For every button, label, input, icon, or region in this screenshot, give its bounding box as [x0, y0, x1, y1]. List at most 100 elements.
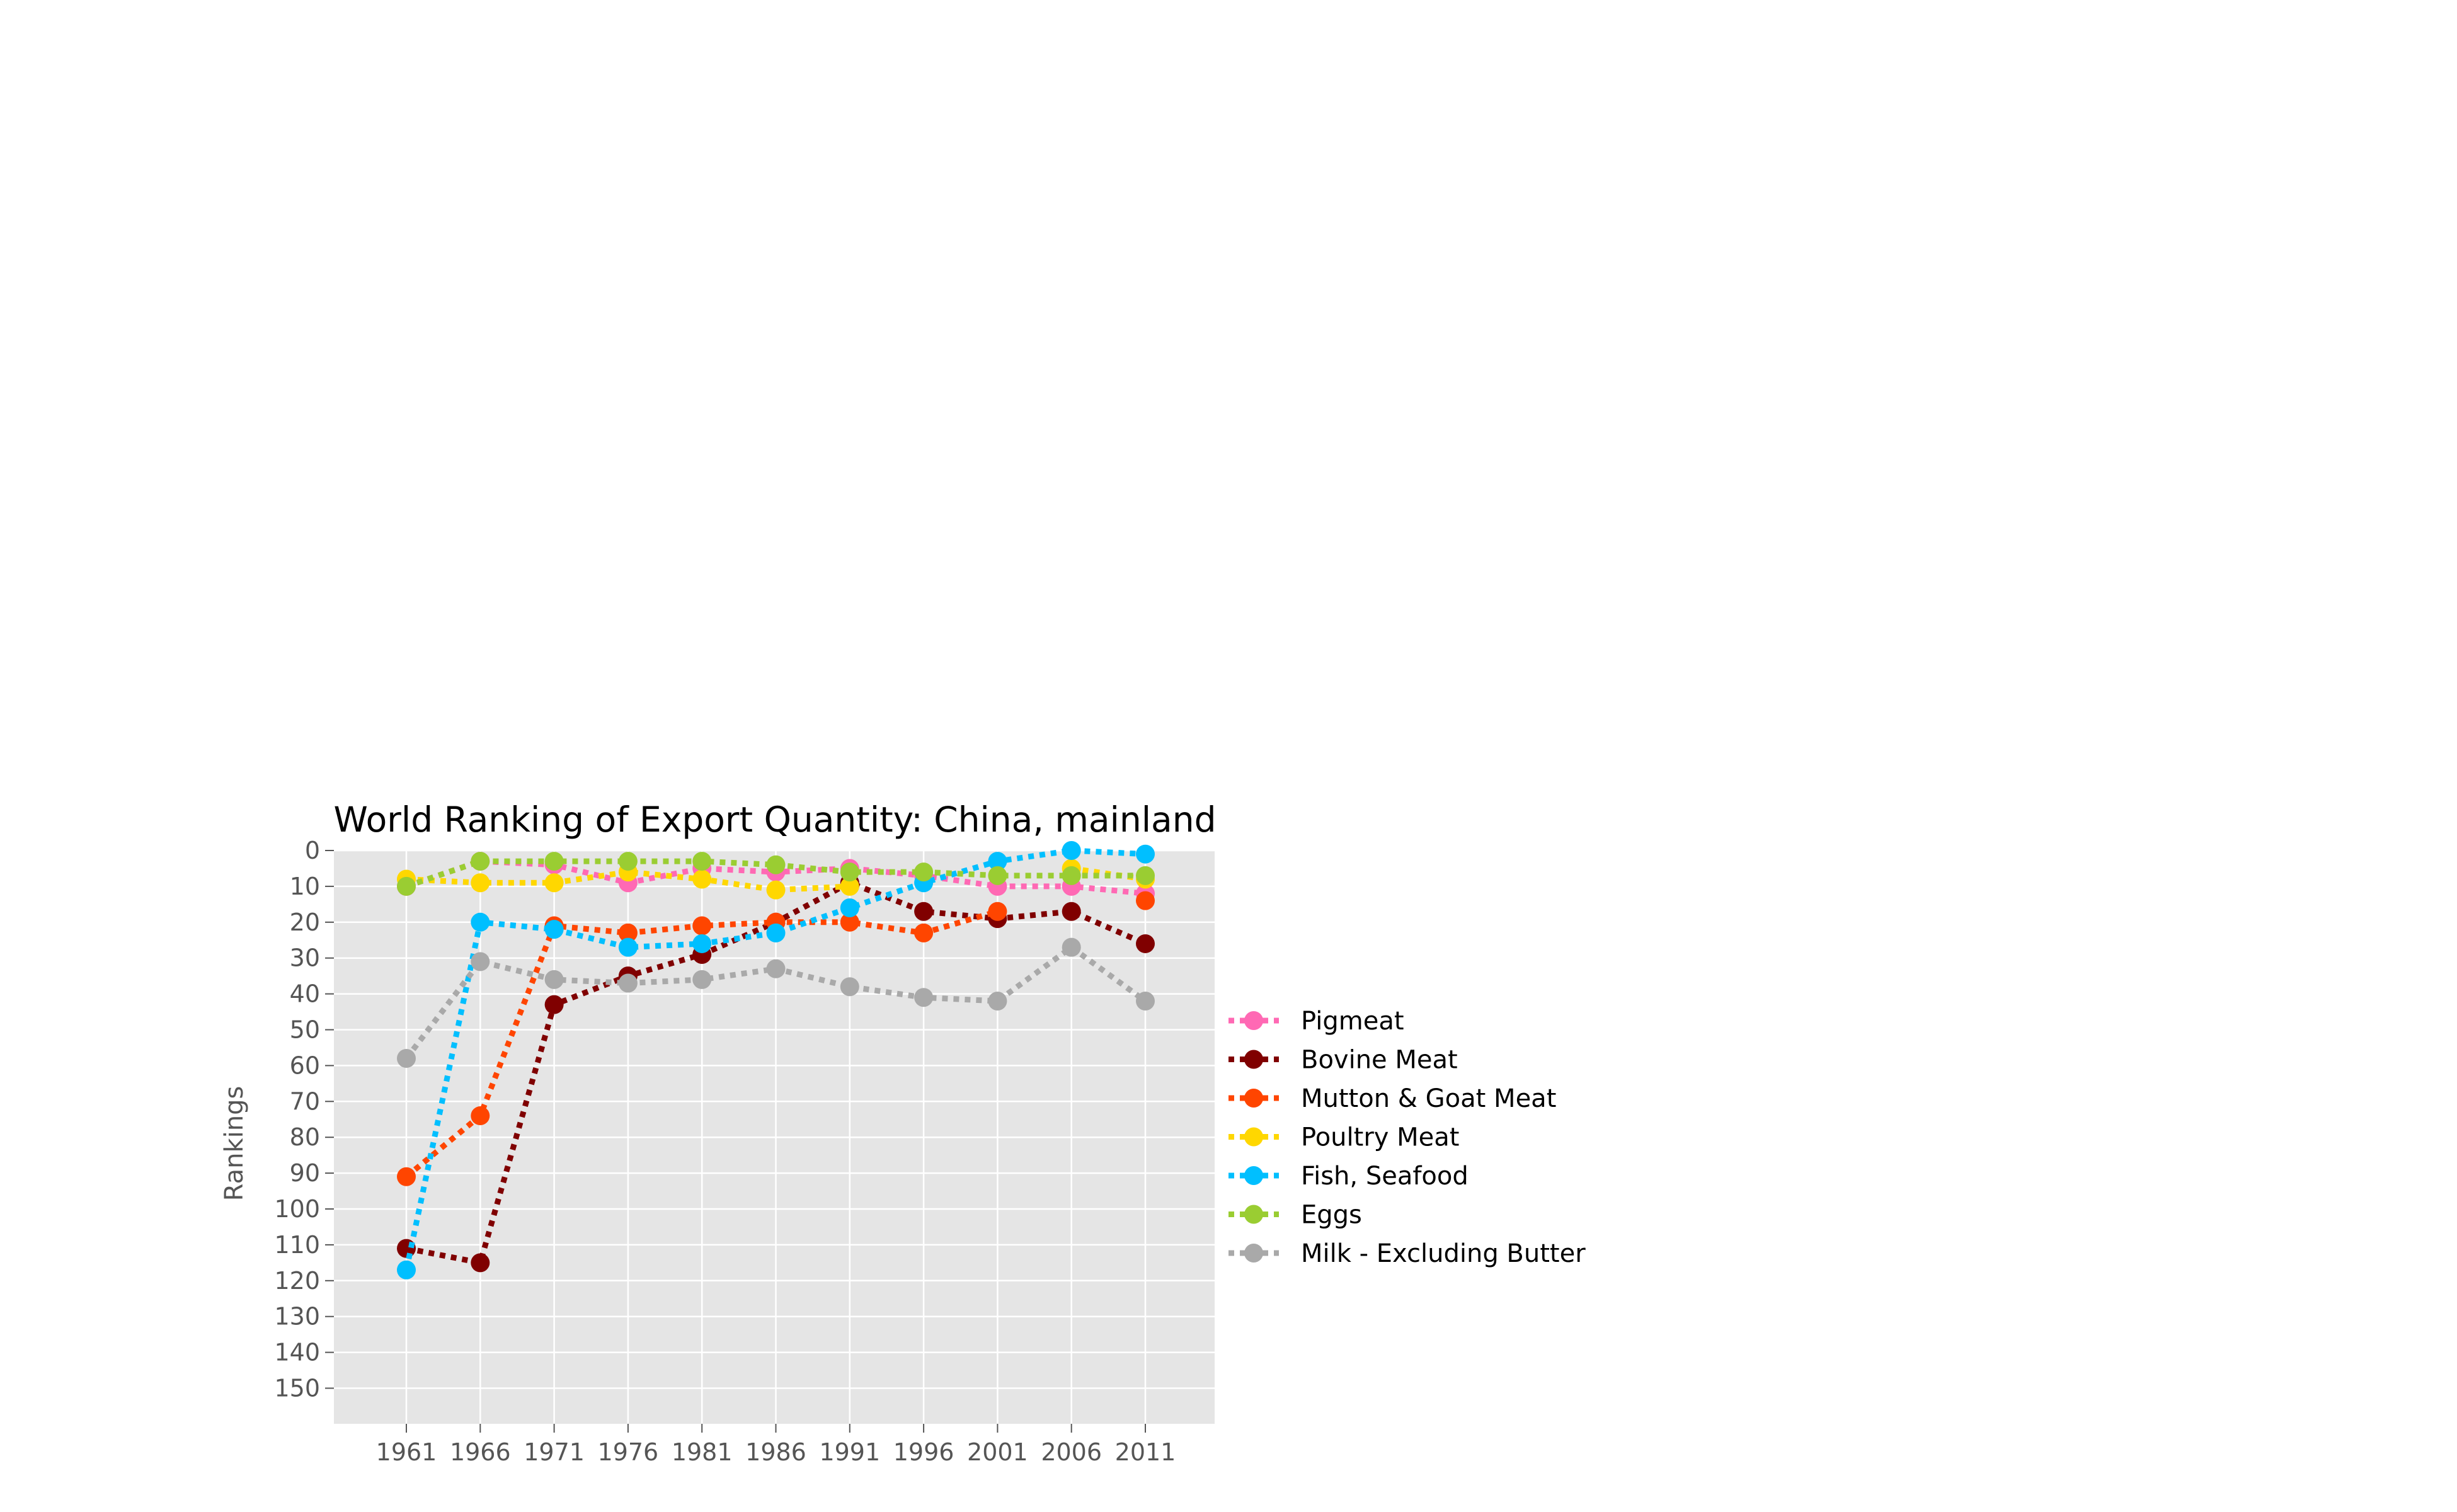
axis-ticks: 0 10 20 30 40 50 60 70 80 90 100 110 120 130 140 150 196…: [274, 837, 1176, 1466]
series-fish-seafood: [397, 841, 1155, 1280]
data-point-bovine-meat: [471, 1253, 490, 1273]
x-tick-label: 1966: [450, 1438, 511, 1466]
x-tick-label: 1996: [893, 1438, 954, 1466]
legend-item-eggs: Eggs: [1228, 1201, 1362, 1230]
legend-item-mutton-goat-meat: Mutton & Goat Meat: [1228, 1084, 1556, 1113]
x-tick-label: 2006: [1041, 1438, 1102, 1466]
x-tick-label: 1976: [598, 1438, 659, 1466]
data-point-milk-excluding-butter: [471, 952, 490, 971]
legend-item-pigmeat: Pigmeat: [1228, 1007, 1404, 1036]
x-tick-label: 2011: [1115, 1438, 1176, 1466]
data-point-eggs: [471, 852, 490, 871]
y-tick-label: 130: [274, 1303, 320, 1331]
data-point-eggs: [1062, 866, 1081, 885]
y-tick-label: 150: [274, 1375, 320, 1402]
data-point-milk-excluding-butter: [914, 988, 934, 1007]
data-point-fish-seafood: [988, 852, 1007, 871]
legend-label: Bovine Meat: [1301, 1046, 1458, 1075]
y-tick-label: 80: [290, 1123, 320, 1151]
x-tick-label: 1986: [745, 1438, 806, 1466]
y-tick-label: 50: [290, 1016, 320, 1044]
data-point-mutton-goat-meat: [692, 916, 712, 936]
data-point-bovine-meat: [544, 995, 564, 1014]
legend-label: Mutton & Goat Meat: [1301, 1084, 1556, 1113]
legend-item-fish-seafood: Fish, Seafood: [1228, 1162, 1469, 1191]
data-point-bovine-meat: [914, 902, 934, 921]
y-tick-label: 70: [290, 1087, 320, 1115]
data-point-eggs: [397, 876, 416, 896]
legend-marker: [1244, 1011, 1263, 1030]
data-point-mutton-goat-meat: [397, 1167, 416, 1186]
x-tick-label: 1971: [524, 1438, 585, 1466]
data-point-poultry-meat: [692, 869, 712, 889]
legend-label: Pigmeat: [1301, 1007, 1404, 1036]
data-point-eggs: [692, 852, 712, 871]
legend-marker: [1244, 1050, 1263, 1069]
grid-lines: [334, 849, 1215, 1424]
data-point-bovine-meat: [1136, 934, 1155, 953]
y-tick-label: 0: [305, 837, 320, 864]
x-tick-label: 2001: [967, 1438, 1028, 1466]
y-tick-label: 40: [290, 980, 320, 1008]
data-point-milk-excluding-butter: [692, 970, 712, 989]
data-point-mutton-goat-meat: [988, 902, 1007, 921]
data-point-mutton-goat-meat: [1136, 891, 1155, 910]
data-point-milk-excluding-butter: [544, 970, 564, 989]
legend-item-bovine-meat: Bovine Meat: [1228, 1046, 1458, 1075]
data-point-fish-seafood: [1062, 841, 1081, 860]
data-point-eggs: [544, 852, 564, 871]
series-layer: [397, 841, 1155, 1280]
series-line-fish-seafood: [403, 847, 1146, 1271]
y-tick-label: 20: [290, 908, 320, 936]
legend-item-milk-excluding-butter: Milk - Excluding Butter: [1228, 1239, 1586, 1268]
data-point-mutton-goat-meat: [914, 923, 934, 942]
y-tick-label: 60: [290, 1051, 320, 1079]
data-point-poultry-meat: [544, 873, 564, 893]
series-eggs: [397, 852, 1155, 896]
data-point-fish-seafood: [692, 934, 712, 953]
data-point-fish-seafood: [618, 937, 638, 957]
data-point-mutton-goat-meat: [840, 912, 859, 932]
y-tick-label: 140: [274, 1339, 320, 1366]
legend-marker: [1244, 1089, 1263, 1108]
data-point-mutton-goat-meat: [618, 923, 638, 942]
data-point-bovine-meat: [397, 1239, 416, 1258]
data-point-milk-excluding-butter: [1136, 991, 1155, 1011]
legend-label: Fish, Seafood: [1301, 1162, 1469, 1191]
legend-label: Poultry Meat: [1301, 1123, 1459, 1152]
y-tick-label: 90: [290, 1159, 320, 1187]
y-tick-label: 110: [274, 1231, 320, 1259]
data-point-eggs: [766, 855, 786, 874]
data-point-fish-seafood: [544, 920, 564, 939]
data-point-eggs: [988, 866, 1007, 885]
y-tick-label: 30: [290, 944, 320, 972]
data-point-milk-excluding-butter: [988, 991, 1007, 1011]
data-point-poultry-meat: [840, 876, 859, 896]
legend-marker: [1244, 1127, 1263, 1147]
data-point-mutton-goat-meat: [471, 1106, 490, 1126]
data-point-fish-seafood: [1136, 844, 1155, 864]
legend-label: Eggs: [1301, 1201, 1362, 1230]
legend-marker: [1244, 1244, 1263, 1263]
data-point-eggs: [1136, 866, 1155, 885]
data-point-fish-seafood: [766, 923, 786, 942]
legend-marker: [1244, 1166, 1263, 1185]
legend-marker: [1244, 1205, 1263, 1224]
series-line-mutton-goat-meat: [404, 908, 999, 1179]
x-tick-label: 1981: [672, 1438, 733, 1466]
data-point-milk-excluding-butter: [840, 977, 859, 997]
data-point-fish-seafood: [471, 912, 490, 932]
data-point-milk-excluding-butter: [618, 973, 638, 993]
x-tick-label: 1991: [819, 1438, 880, 1466]
data-point-eggs: [914, 862, 934, 882]
legend-item-poultry-meat: Poultry Meat: [1228, 1123, 1459, 1152]
y-tick-label: 100: [274, 1195, 320, 1223]
y-tick-label: 10: [290, 873, 320, 900]
legend: Pigmeat Bovine Meat Mutton & Goat Meat Poul…: [1228, 1007, 1586, 1268]
series-milk-excluding-butter: [397, 937, 1155, 1068]
data-point-poultry-meat: [471, 873, 490, 893]
data-point-eggs: [840, 862, 859, 882]
data-point-eggs: [618, 852, 638, 871]
data-point-fish-seafood: [397, 1260, 416, 1280]
